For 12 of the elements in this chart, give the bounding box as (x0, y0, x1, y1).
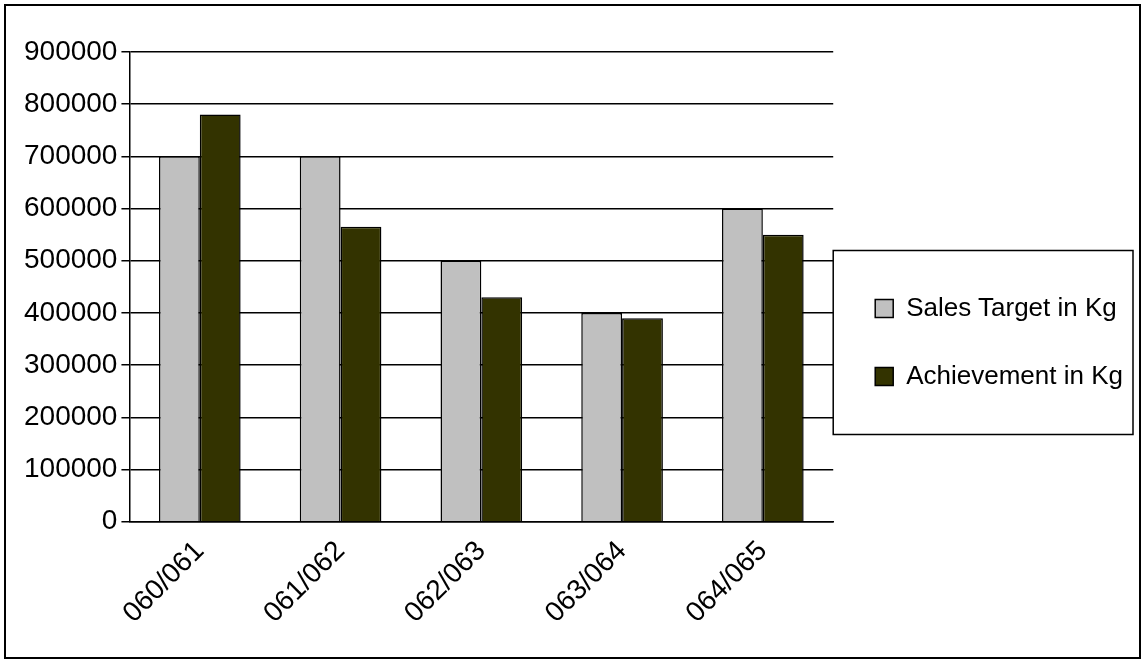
y-tick-label: 800000 (24, 86, 118, 118)
y-tick-label: 400000 (24, 295, 118, 327)
legend-label: Achievement in Kg (906, 359, 1124, 390)
y-tick-label: 300000 (24, 347, 118, 379)
y-tick-label: 200000 (24, 400, 118, 432)
legend-label: Sales Target in Kg (906, 291, 1117, 322)
y-tick-label: 700000 (24, 139, 118, 171)
y-tick-label: 0 (101, 504, 118, 536)
y-tick-label: 500000 (24, 243, 118, 275)
y-tick-label: 600000 (24, 191, 118, 223)
y-tick-label: 900000 (24, 34, 118, 66)
y-tick-label: 100000 (24, 452, 118, 484)
